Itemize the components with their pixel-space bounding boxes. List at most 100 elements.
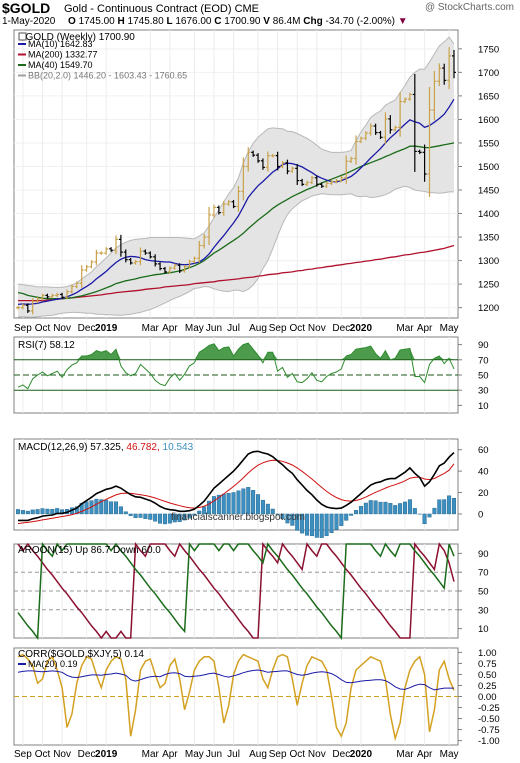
watermark: @ StockCharts.com xyxy=(424,2,514,13)
macd-histogram-bar xyxy=(422,513,427,525)
macd-histogram-bar xyxy=(339,513,344,526)
price-axis-label: 1450 xyxy=(478,186,499,197)
x-axis-label: Apr xyxy=(162,749,178,760)
macd-histogram-bar xyxy=(354,510,359,515)
x-axis-label: Oct xyxy=(289,323,305,334)
change-down-icon: ▼ xyxy=(397,16,408,27)
rsi-axis-label: 50 xyxy=(478,371,489,382)
macd-histogram-bar xyxy=(432,507,437,515)
macd-histogram-bar xyxy=(442,499,447,515)
correlation-axis-label: -0.50 xyxy=(478,714,500,725)
macd-histogram-bar xyxy=(305,513,310,536)
volume-label: V xyxy=(263,16,270,27)
macd-histogram-bar xyxy=(319,513,324,538)
macd-histogram-bar xyxy=(207,500,212,515)
x-axis-label: May xyxy=(185,749,204,760)
macd-histogram-bar xyxy=(182,513,187,521)
macd-histogram-bar xyxy=(363,502,368,515)
macd-histogram-bar xyxy=(285,513,290,524)
macd-histogram-bar xyxy=(104,499,109,515)
close-value: 1700.90 xyxy=(224,16,261,27)
rsi-axis-label: 90 xyxy=(478,340,489,351)
macd-histogram-bar xyxy=(158,513,163,524)
open-label: O xyxy=(68,16,76,27)
change-value: -34.70 (-2.00%) xyxy=(325,16,395,27)
macd-histogram-bar xyxy=(265,503,270,515)
x-axis-label: Nov xyxy=(308,323,326,334)
macd-histogram-bar xyxy=(20,510,25,515)
macd-histogram-bar xyxy=(260,499,265,515)
macd-histogram-bar xyxy=(109,501,114,515)
bollinger-band-fill xyxy=(18,37,454,318)
correlation-axis-label: 0.00 xyxy=(478,692,497,703)
ohlc-row: O 1745.00 H 1745.80 L 1676.00 C 1700.90 … xyxy=(68,16,408,27)
macd-histogram-bar xyxy=(388,503,393,515)
macd-histogram-bar xyxy=(40,508,45,515)
macd-histogram-bar xyxy=(437,499,442,515)
aroon-down-line xyxy=(17,541,455,640)
macd-histogram-bar xyxy=(412,508,417,515)
macd-histogram-bar xyxy=(349,513,354,516)
macd-histogram-bar xyxy=(427,513,432,518)
description: Gold - Continuous Contract (EOD) CME xyxy=(64,3,259,15)
price-axis-label: 1750 xyxy=(478,44,499,55)
x-axis-label: 2019 xyxy=(95,749,118,760)
macd-line xyxy=(18,450,455,522)
macd-histogram-bar xyxy=(383,501,388,515)
macd-axis-label: 40 xyxy=(478,467,489,478)
date: 1-May-2020 xyxy=(2,16,56,27)
rsi-title: RSI(7) 58.12 xyxy=(18,340,75,351)
x-axis-label: May xyxy=(440,323,459,334)
macd-histogram-value: 10.543 xyxy=(163,442,194,453)
aroon-axis-label: 70 xyxy=(478,568,489,579)
macd-histogram-bar xyxy=(358,506,363,515)
rsi-axis-label: 10 xyxy=(478,401,489,412)
macd-histogram-bar xyxy=(138,513,143,518)
ma10-line xyxy=(17,98,455,306)
price-axis-label: 1650 xyxy=(478,91,499,102)
x-axis-label: Jul xyxy=(227,749,240,760)
macd-histogram-bar xyxy=(197,510,202,515)
correlation-axis-label: 0.50 xyxy=(478,670,497,681)
open-value: 1745.00 xyxy=(78,16,115,27)
macd-histogram-bar xyxy=(403,501,408,515)
x-axis-label: Sep xyxy=(14,749,32,760)
macd-histogram-bar xyxy=(30,509,35,515)
high-value: 1745.80 xyxy=(127,16,164,27)
macd-axis-label: 60 xyxy=(478,445,489,456)
x-axis-label: Jul xyxy=(227,323,240,334)
site-watermark: financialscanner.blogspot.com xyxy=(171,512,305,523)
macd-histogram-bar xyxy=(211,496,216,515)
aroon-up-line xyxy=(17,541,455,641)
macd-histogram-bar xyxy=(167,513,172,524)
macd-histogram-bar xyxy=(16,509,21,515)
macd-histogram-bar xyxy=(84,501,89,515)
aroon-axis-label: 90 xyxy=(478,549,489,560)
correlation-legend-item: MA(20) 0.19 xyxy=(28,659,78,669)
price-axis-label: 1550 xyxy=(478,138,499,149)
macd-histogram-bar xyxy=(452,498,457,515)
macd-histogram-bar xyxy=(192,513,197,516)
price-axis-label: 1500 xyxy=(478,162,499,173)
x-axis-label: 2019 xyxy=(95,323,118,334)
macd-histogram-bar xyxy=(368,500,373,515)
x-axis-label: Dec xyxy=(78,323,96,334)
x-axis-label: Mar xyxy=(396,323,414,334)
macd-axis-label: 0 xyxy=(478,509,483,520)
macd-histogram-bar xyxy=(236,490,241,515)
price-legend-item: BB(20,2.0) 1446.20 - 1603.43 - 1760.65 xyxy=(28,71,187,81)
correlation-axis-label: -0.75 xyxy=(478,725,500,736)
change-label: Chg xyxy=(303,16,323,27)
macd-histogram-bar xyxy=(148,513,153,520)
macd-histogram-bar xyxy=(300,513,305,534)
price-axis-label: 1250 xyxy=(478,280,499,291)
bollinger-upper-line xyxy=(17,36,455,288)
macd-histogram-bar xyxy=(113,501,118,515)
x-axis-label: Apr xyxy=(162,323,178,334)
macd-histogram-bar xyxy=(162,513,167,525)
macd-histogram-bar xyxy=(373,500,378,515)
correlation-title: CORR($GOLD,$XJY,5) 0.14 xyxy=(18,649,144,660)
macd-histogram-bar xyxy=(45,508,50,515)
macd-histogram-bar xyxy=(118,506,123,515)
